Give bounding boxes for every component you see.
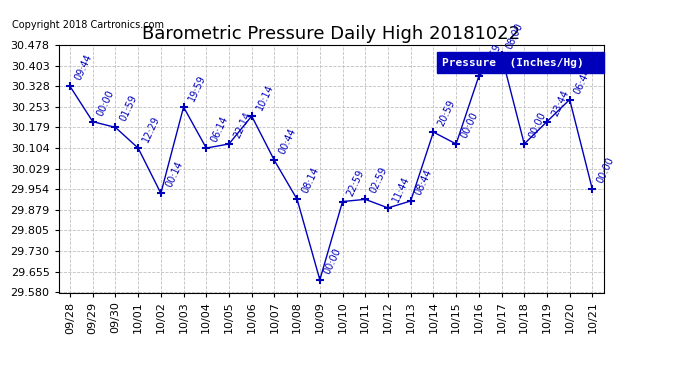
Text: 10:14: 10:14 [255,82,275,112]
Text: 19:59: 19:59 [186,74,207,103]
Text: 02:59: 02:59 [368,166,389,195]
Text: 00:00: 00:00 [323,246,344,276]
Text: 22:59: 22:59 [345,168,366,197]
Text: 12:29: 12:29 [141,114,162,144]
Text: 06:44: 06:44 [573,66,593,95]
Text: 23:44: 23:44 [550,88,571,117]
Bar [437,53,604,74]
Text: Copyright 2018 Cartronics.com: Copyright 2018 Cartronics.com [12,20,164,30]
Text: 00:00: 00:00 [95,88,117,117]
Text: 08:44: 08:44 [413,168,434,197]
Title: Barometric Pressure Daily High 20181022: Barometric Pressure Daily High 20181022 [142,26,520,44]
Text: 11:44: 11:44 [391,174,411,204]
Text: 20:59: 20:59 [436,98,457,128]
Text: 08:14: 08:14 [300,166,321,195]
Text: 00:14: 00:14 [164,160,184,189]
Text: 00:00: 00:00 [459,110,480,140]
Text: 08:00: 08:00 [504,22,525,51]
Text: 22:14: 22:14 [232,110,253,140]
Text: 01:59: 01:59 [118,94,139,123]
Text: 29:59: 29:59 [482,42,502,72]
Text: 09:44: 09:44 [72,53,94,82]
Text: 00:00: 00:00 [595,156,616,185]
Text: Pressure  (Inches/Hg): Pressure (Inches/Hg) [442,58,584,68]
Text: 06:14: 06:14 [209,114,230,144]
Text: 00:00: 00:00 [527,110,548,140]
Text: 00:44: 00:44 [277,127,298,156]
